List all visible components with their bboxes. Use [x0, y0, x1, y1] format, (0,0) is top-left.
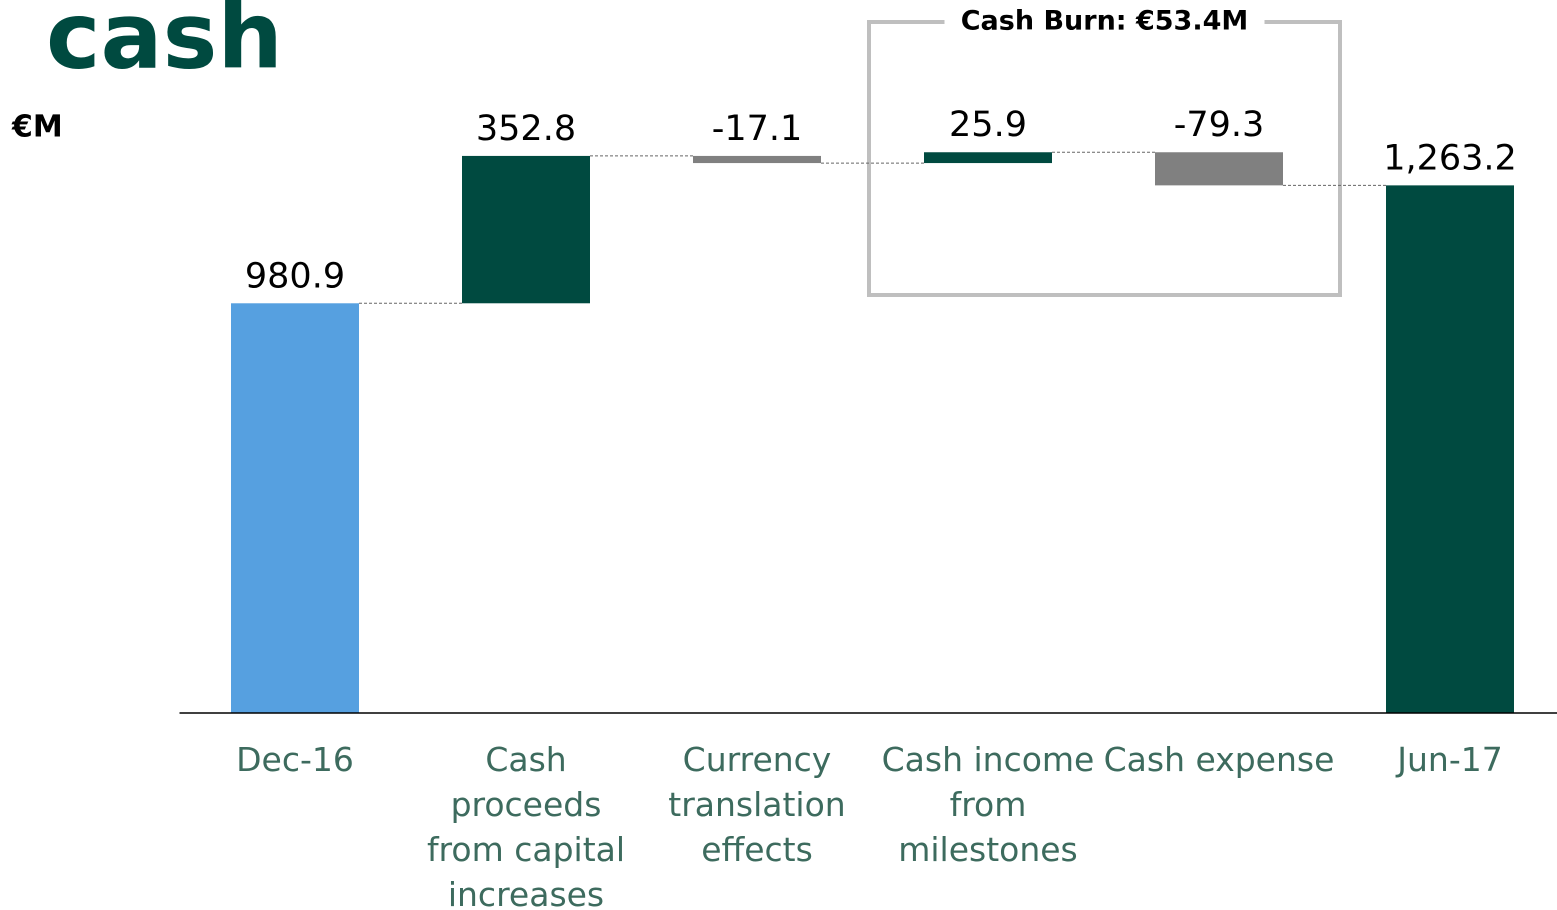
x-tick-label: Jun-17: [1397, 740, 1503, 779]
value-label: -79.3: [1174, 105, 1265, 145]
bar: [462, 155, 590, 304]
annotation-gap: [944, 18, 1265, 26]
bar: [693, 155, 821, 164]
annotation: Cash Burn: €53.4M: [961, 6, 1249, 37]
bar: [1386, 185, 1514, 713]
x-tick-label: Dec-16: [236, 740, 354, 779]
chart-title: cash: [46, 0, 283, 89]
x-tick-label: Cash expense: [1103, 740, 1335, 779]
value-label: -17.1: [712, 109, 803, 149]
bar: [231, 303, 359, 713]
y-unit: €M: [11, 110, 63, 145]
value-label: 352.8: [476, 109, 576, 149]
value-label: 1,263.2: [1383, 138, 1517, 178]
x-tick-label: Cash proceeds from capital increases: [426, 740, 626, 910]
bar: [1155, 152, 1283, 186]
bar: [924, 152, 1052, 164]
value-label: 25.9: [949, 105, 1027, 145]
x-tick-label: Cash income from milestones: [881, 740, 1095, 869]
value-label: 980.9: [245, 256, 345, 296]
x-tick-label: Currency translation effects: [668, 740, 846, 869]
